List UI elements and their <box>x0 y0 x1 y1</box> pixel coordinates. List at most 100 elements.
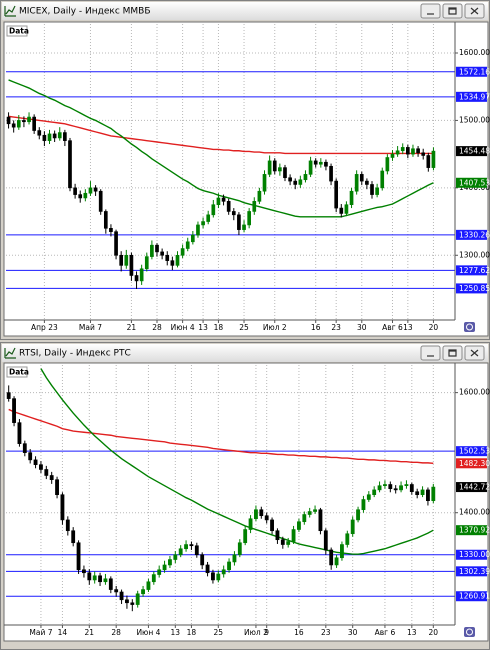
x-tick-label: 25 <box>239 323 249 332</box>
candle-body <box>216 197 221 206</box>
x-tick-label: 28 <box>111 628 121 637</box>
candle-body <box>247 211 251 226</box>
x-tick-label: 30 <box>357 323 367 332</box>
level-label-box <box>456 446 487 457</box>
candle-body <box>313 160 318 165</box>
candle-body <box>32 116 36 131</box>
candle-body <box>68 140 72 189</box>
candle-body <box>201 221 205 226</box>
x-tick-label: Июн 4 <box>136 628 160 637</box>
candle-body <box>165 254 170 261</box>
x-tick-label: Авг 6 <box>375 628 396 637</box>
candle-body <box>150 244 154 257</box>
level-label-box <box>456 265 487 276</box>
candle-body <box>334 180 339 209</box>
x-tick-label: Июн 4 <box>171 323 195 332</box>
candle-body <box>426 155 431 168</box>
candle-body <box>82 569 86 574</box>
data-label-box <box>6 366 28 378</box>
candle-body <box>175 254 180 266</box>
candle-body <box>291 529 296 542</box>
title-bar <box>2 2 488 20</box>
level-label-box <box>456 229 487 240</box>
window-button[interactable] <box>442 3 463 19</box>
chart-window: MICEX, Daily - Индекс ММВБ 1600.00 1500.00… <box>0 0 490 340</box>
x-tick-label: 21 <box>85 628 95 637</box>
x-tick-label: 21 <box>127 323 137 332</box>
candle-body <box>28 452 33 461</box>
chart-window: RTSI, Daily - Индекс РТС 1600.00 1400.00 15… <box>0 342 490 650</box>
candle-body <box>380 170 385 189</box>
candle-body <box>168 559 172 566</box>
candle-body <box>393 488 398 491</box>
candle-body <box>270 519 274 532</box>
ma-label: 1407.53 <box>459 178 490 187</box>
title-bar <box>2 344 488 362</box>
candle-body <box>426 489 430 502</box>
x-tick-label: 23 <box>331 323 341 332</box>
candle-body <box>366 494 371 500</box>
x-tick-label: 13 <box>407 628 417 637</box>
corner-icon <box>464 322 475 332</box>
level-label-box <box>456 283 487 294</box>
moving-average <box>8 115 434 155</box>
candle-body <box>98 190 103 212</box>
window-button[interactable] <box>442 345 463 361</box>
candle-body <box>390 153 395 158</box>
candle-body <box>329 165 333 182</box>
candle-body <box>88 187 93 194</box>
moving-average <box>8 408 434 464</box>
candle-body <box>22 120 26 123</box>
window-button[interactable] <box>420 345 441 361</box>
level-label: 1277.62 <box>459 266 490 275</box>
candle-body <box>383 484 387 486</box>
level-label: 1534.97 <box>459 92 490 101</box>
candle-body <box>109 228 113 232</box>
x-tick-label: Май 7 <box>79 323 102 332</box>
candle-body <box>37 130 42 136</box>
candle-body <box>211 572 215 581</box>
candle-body <box>334 557 339 566</box>
level-label: 1250.85 <box>459 284 490 293</box>
candle-body <box>313 509 317 512</box>
candle-body <box>16 120 21 128</box>
candle-body <box>395 150 400 155</box>
x-tick-label: 9 <box>264 628 269 637</box>
x-tick-label: Апр 23 <box>31 323 58 332</box>
candle-body <box>78 194 83 199</box>
x-tick-label: Июл 2 <box>263 323 287 332</box>
candle-body <box>130 602 135 605</box>
candle-body <box>185 241 190 249</box>
candle-body <box>280 539 285 545</box>
window-button-icon <box>470 349 479 357</box>
candle-body <box>160 251 164 256</box>
x-tick-label: 13 <box>403 323 413 332</box>
window-button[interactable] <box>420 3 441 19</box>
level-label: 1330.00 <box>459 550 490 559</box>
candle-body <box>293 180 298 185</box>
candle-body <box>323 530 328 551</box>
candle-body <box>83 192 88 199</box>
x-tick-label: 28 <box>152 323 162 332</box>
candle-body <box>144 256 149 270</box>
candle-body <box>73 187 77 195</box>
level-label: 1302.39 <box>459 567 490 576</box>
candle-body <box>139 268 144 282</box>
candle-body <box>278 167 282 172</box>
y-tick-label: 1600.00 <box>459 48 490 57</box>
candle-body <box>349 190 354 206</box>
candle-body <box>194 545 199 556</box>
candle-body <box>129 254 134 276</box>
level-label: 1330.26 <box>459 230 490 239</box>
candle-body <box>252 201 257 212</box>
candle-body <box>11 123 16 128</box>
candle-body <box>17 422 22 444</box>
candle-body <box>259 509 264 517</box>
candle-body <box>55 479 59 495</box>
candle-body <box>377 485 382 491</box>
candle-body <box>231 211 236 216</box>
window-button-icon <box>470 7 479 15</box>
candle-body <box>400 147 405 152</box>
candle-body <box>421 152 426 156</box>
plot <box>6 24 455 320</box>
